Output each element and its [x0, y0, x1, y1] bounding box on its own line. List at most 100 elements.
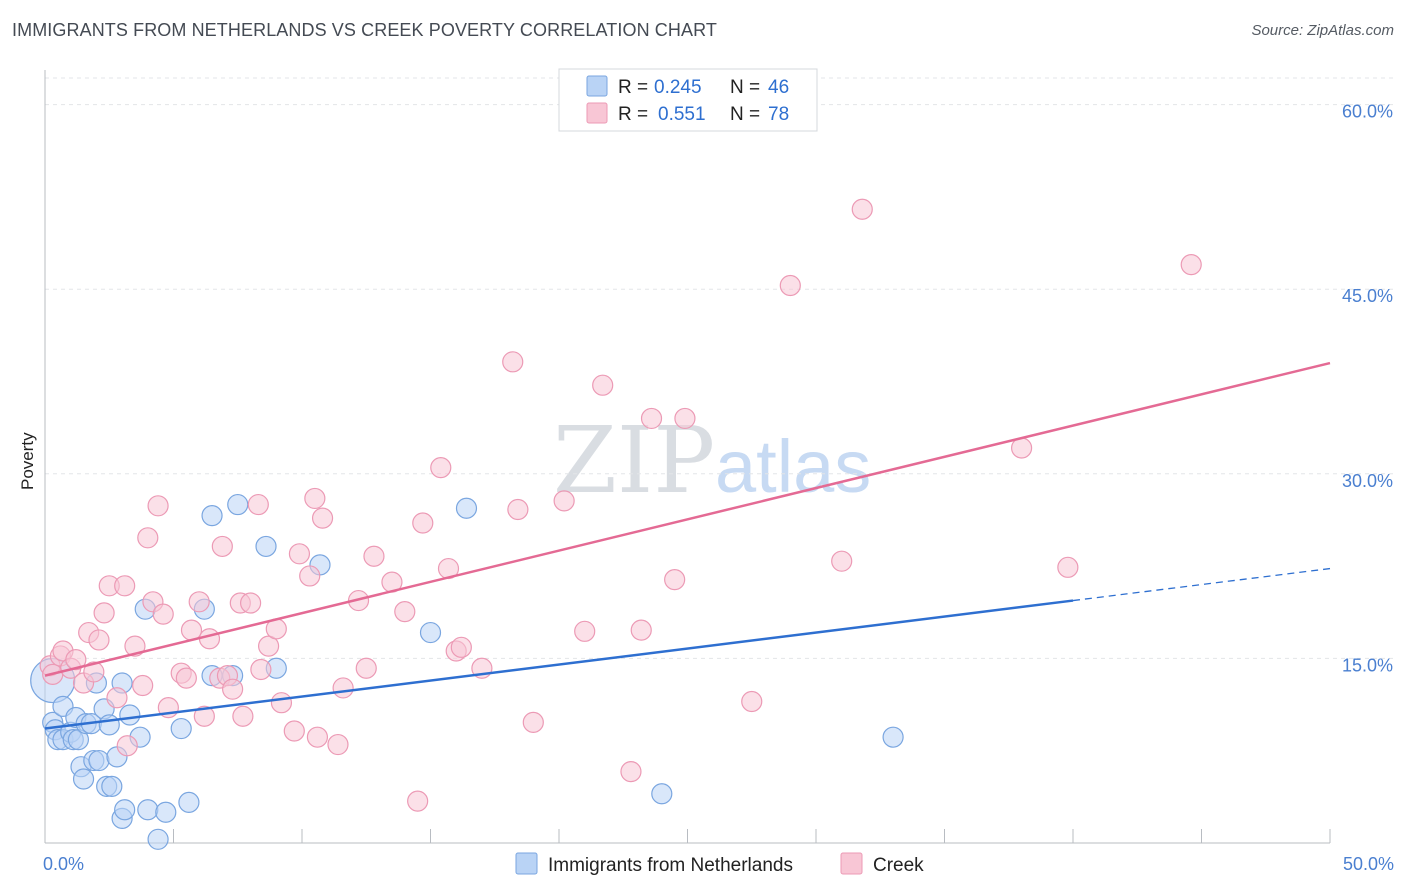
trend-line-creek	[44, 361, 1331, 677]
creek-point	[363, 545, 385, 567]
creek-point	[114, 575, 136, 597]
immigrants-point	[88, 749, 110, 772]
legend-top-n-value-1: 46	[768, 77, 789, 98]
x-tick-label-max: 50.0%	[1343, 854, 1394, 874]
creek-point	[450, 636, 472, 658]
creek-point	[741, 690, 763, 713]
x-tick-labels: 0.0% 50.0%	[43, 854, 1394, 874]
creek-point	[116, 735, 138, 757]
immigrants-point	[98, 714, 120, 736]
legend-bottom-label-immigrants: Immigrants from Netherlands	[548, 855, 793, 876]
immigrants-point	[119, 704, 141, 726]
creek-point	[851, 198, 873, 220]
creek-point	[553, 490, 575, 512]
creek-point	[620, 761, 642, 783]
creek-point	[507, 498, 529, 521]
trend-line-immigrants	[44, 599, 1074, 730]
creek-point	[502, 351, 524, 373]
creek-point	[211, 535, 233, 558]
grid-lines	[45, 77, 1395, 659]
creek-point	[332, 677, 354, 699]
legend-bottom-swatch-pink	[840, 852, 863, 875]
watermark: ZIP atlas	[553, 407, 871, 514]
legend-bottom: Immigrants from Netherlands Creek	[515, 852, 924, 876]
creek-point	[106, 687, 128, 709]
immigrants-point	[72, 768, 95, 790]
immigrants-point	[419, 621, 442, 644]
y-tick-label: 45.0%	[1342, 286, 1393, 306]
creek-point	[299, 565, 321, 587]
creek-point	[394, 601, 416, 623]
creek-point	[1057, 556, 1079, 578]
legend-bottom-swatch-blue	[515, 852, 538, 875]
x-tick-label-min: 0.0%	[43, 854, 84, 874]
creek-point	[283, 720, 305, 742]
immigrants-point	[227, 493, 249, 516]
watermark-atlas: atlas	[715, 425, 871, 508]
creek-point	[193, 705, 215, 727]
creek-point	[137, 527, 159, 549]
legend-top: R = 0.245 N = 46 R = 0.551 N = 78	[558, 68, 818, 132]
creek-point	[407, 790, 429, 812]
creek-point	[311, 507, 334, 529]
trend-lines	[44, 361, 1331, 730]
creek-point	[88, 629, 110, 651]
creek-point	[65, 649, 87, 671]
creek-point	[147, 495, 169, 517]
creek-point	[232, 705, 254, 727]
legend-top-swatch-blue	[586, 75, 608, 97]
legend-top-n-label-1: N =	[730, 77, 760, 98]
legend-top-n-value-2: 78	[768, 104, 789, 125]
creek-point	[574, 620, 596, 642]
creek-point	[198, 628, 221, 650]
legend-top-r-label-1: R =	[618, 77, 648, 98]
immigrants-point	[651, 783, 673, 805]
creek-point	[304, 487, 326, 510]
creek-point	[640, 407, 663, 430]
creek-point	[831, 550, 853, 572]
creek-point	[250, 658, 272, 681]
creek-point	[152, 603, 174, 625]
immigrants-point	[178, 791, 200, 813]
creek-point	[83, 661, 105, 683]
creek-point	[1180, 253, 1202, 276]
creek-point	[664, 569, 686, 591]
creek-point	[93, 602, 115, 624]
immigrants-point	[455, 497, 478, 519]
creek-point	[412, 512, 434, 534]
creek-point	[270, 692, 293, 714]
x-ticks	[44, 829, 1331, 843]
immigrants-point	[114, 799, 136, 821]
immigrants-point	[255, 535, 277, 558]
immigrants-point	[155, 801, 177, 823]
immigrants-point	[882, 726, 904, 748]
legend-top-r-value-2: 0.551	[658, 104, 706, 125]
y-tick-label: 60.0%	[1342, 102, 1393, 122]
immigrants-point	[101, 775, 123, 797]
creek-point	[630, 619, 652, 641]
y-tick-label: 30.0%	[1342, 471, 1393, 491]
creek-point	[124, 635, 146, 657]
creek-point	[355, 657, 377, 679]
trend-line-immigrants-extension	[1072, 567, 1331, 602]
y-tick-labels: 15.0% 30.0% 45.0% 60.0%	[1342, 102, 1393, 676]
creek-point	[430, 457, 452, 479]
series-immigrants-points	[30, 493, 904, 850]
legend-bottom-label-creek: Creek	[873, 855, 924, 876]
creek-point	[779, 274, 801, 297]
immigrants-point	[201, 505, 223, 527]
source-label: Source: ZipAtlas.com	[1251, 22, 1394, 39]
immigrants-point	[170, 717, 192, 740]
legend-top-r-label-2: R =	[618, 104, 648, 125]
creek-point	[222, 678, 244, 700]
creek-point	[674, 407, 696, 430]
creek-point	[327, 733, 349, 756]
creek-point	[240, 592, 262, 614]
immigrants-point	[137, 799, 159, 821]
creek-point	[592, 374, 614, 396]
chart-title: IMMIGRANTS FROM NETHERLANDS VS CREEK POV…	[12, 20, 717, 40]
legend-top-swatch-pink	[586, 102, 608, 124]
creek-point	[288, 543, 311, 565]
legend-top-r-value-1: 0.245	[654, 77, 702, 98]
